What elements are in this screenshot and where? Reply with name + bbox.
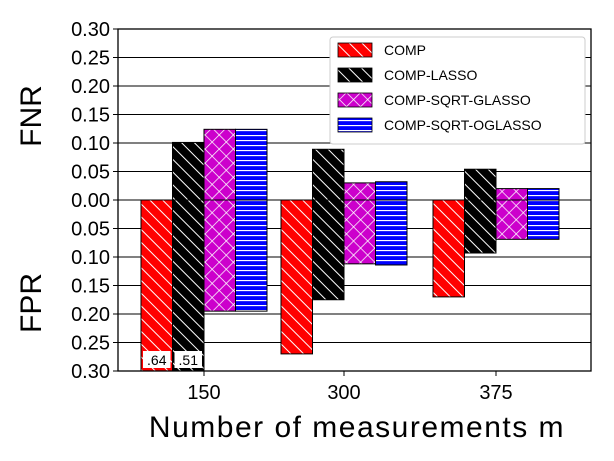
bar-fnr <box>172 141 205 201</box>
y-tick-label: 0.25 <box>71 333 110 355</box>
bar-fpr <box>172 199 205 372</box>
bar-fpr <box>375 199 408 266</box>
data-label-bg <box>143 351 171 368</box>
bar-fnr <box>312 148 345 201</box>
y-tick-label: 0.10 <box>71 133 110 155</box>
bar-fpr <box>343 199 376 265</box>
bar-value-label: .51 <box>179 352 199 368</box>
bar-fpr <box>203 199 236 312</box>
bar-fpr <box>235 199 268 312</box>
x-axis-title: Number of measurements m <box>149 411 565 444</box>
legend-swatch <box>337 92 373 108</box>
y-tick-label: 0.20 <box>71 304 110 326</box>
y-axis-title-fnr: FNR <box>15 85 48 147</box>
y-tick-label: 0.05 <box>71 162 110 184</box>
bar-fpr <box>464 199 497 254</box>
bar-fnr <box>495 188 528 201</box>
y-tick-label: 0.15 <box>71 276 110 298</box>
bar-fpr <box>140 199 173 372</box>
bars-group <box>140 128 560 372</box>
bar-fpr <box>495 199 528 240</box>
y-tick-label: 0.10 <box>71 247 110 269</box>
bar-fnr <box>527 188 560 201</box>
y-axis-ticks: 0.30 0.25 0.20 0.15 0.10 0.05 0.00 0.05 0.10 0.15… <box>71 19 118 383</box>
x-tick-label: 300 <box>327 382 360 404</box>
y-tick-label: 0.05 <box>71 219 110 241</box>
bar-value-label: .64 <box>147 352 167 368</box>
legend-swatch <box>337 117 373 133</box>
bar-fpr <box>432 199 465 298</box>
y-tick-label: 0.00 <box>71 190 110 212</box>
bar-fnr <box>464 168 497 201</box>
legend-box <box>329 36 586 145</box>
legend-swatch <box>337 42 373 58</box>
legend-label: COMP-LASSO <box>384 67 477 83</box>
bar-fnr <box>235 128 268 201</box>
bar-fnr <box>203 128 236 201</box>
bar-value-labels: .64 .51 <box>143 351 202 368</box>
legend-items: COMP COMP-LASSO COMP-SQRT-GLASSO COMP-SQRT-… <box>337 42 542 133</box>
legend-swatch <box>337 67 373 83</box>
y-tick-label: 0.20 <box>71 76 110 98</box>
x-tick-label: 150 <box>187 382 220 404</box>
legend-label: COMP-SQRT-GLASSO <box>384 92 531 108</box>
bar-fpr <box>280 199 313 355</box>
x-tick-label: 375 <box>479 382 512 404</box>
data-label-bg <box>174 351 202 368</box>
bar-fnr <box>375 181 408 201</box>
y-tick-label: 0.30 <box>71 19 110 41</box>
legend-label: COMP <box>384 42 426 58</box>
bar-fpr <box>527 199 560 240</box>
y-axis-title-fpr: FPR <box>15 273 48 333</box>
x-axis-ticks: 150 300 375 <box>187 371 513 404</box>
bar-fnr <box>343 182 376 201</box>
y-tick-label: 0.25 <box>71 48 110 70</box>
bar-fpr <box>312 199 345 301</box>
y-tick-label: 0.30 <box>71 361 110 383</box>
legend-label: COMP-SQRT-OGLASSO <box>384 117 542 133</box>
legend: COMP COMP-LASSO COMP-SQRT-GLASSO COMP-SQRT-… <box>329 36 586 145</box>
y-tick-label: 0.15 <box>71 105 110 127</box>
